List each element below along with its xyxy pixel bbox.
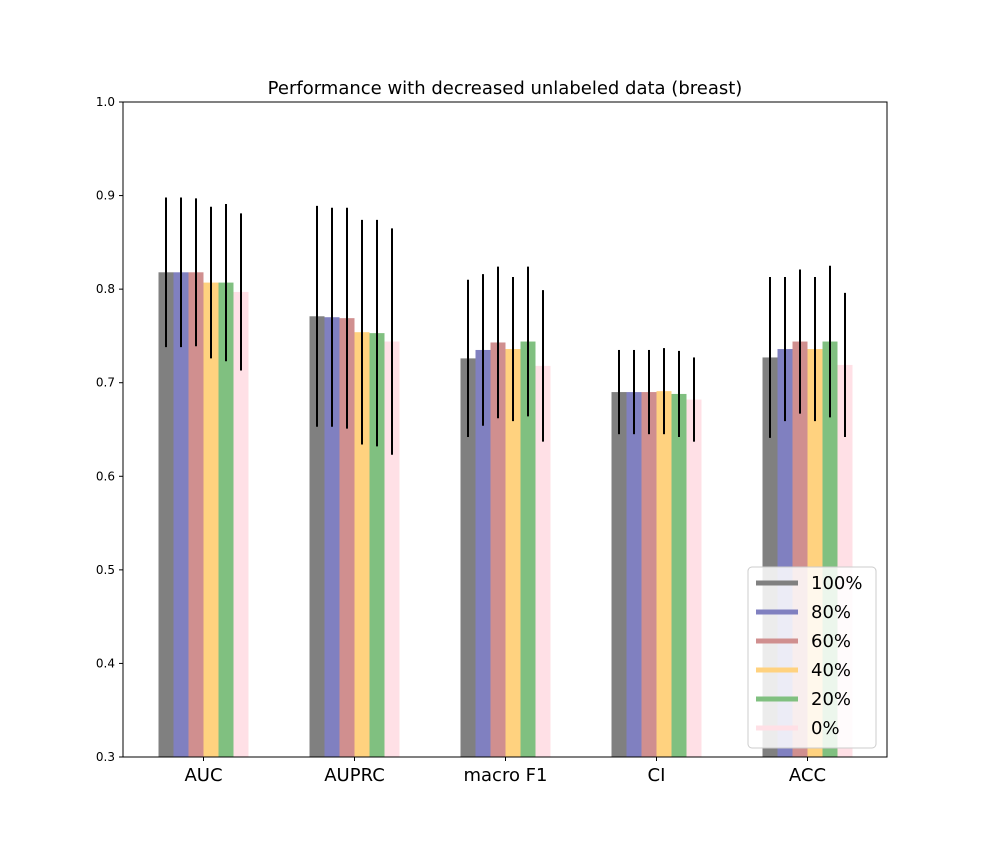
bar [233,291,249,757]
y-tick-label: 1.0 [96,95,115,109]
y-tick-label: 0.9 [96,189,115,203]
bar [460,358,476,757]
y-tick-label: 0.4 [96,656,115,670]
bar [656,391,672,757]
bar [188,272,204,757]
bar [671,393,687,757]
x-axis: AUC AUPRC macro F1 CI ACC [184,757,826,786]
bar [339,318,355,757]
error-bars-group [165,197,846,455]
bar [626,392,642,757]
y-tick-label: 0.3 [96,750,115,764]
bar [309,316,325,757]
legend: 100% 80% 60% 40% 20% 0% [747,566,877,749]
x-tick-label: AUC [184,765,222,786]
legend-label: 20% [811,689,851,710]
bar [173,272,189,757]
y-tick-label: 0.8 [96,282,115,296]
x-tick-label: ACC [789,765,826,786]
bar [324,317,340,757]
legend-label: 0% [811,718,840,739]
legend-label: 100% [811,573,862,594]
bar [354,332,370,757]
y-tick-label: 0.6 [96,469,115,483]
bar [520,341,536,757]
legend-label: 60% [811,631,851,652]
bar [369,333,385,757]
bar [158,272,174,757]
bar [505,349,521,757]
bar [641,392,657,757]
legend-label: 40% [811,660,851,681]
bar [203,282,219,757]
x-tick-label: macro F1 [463,765,547,786]
bar [218,282,234,757]
bar [384,341,400,757]
chart-title: Performance with decreased unlabeled dat… [268,78,743,99]
bar [535,365,551,757]
y-axis: 0.3 0.4 0.5 0.6 0.7 0.8 0.9 1.0 [96,95,123,764]
bar [611,392,627,757]
bar [686,399,702,757]
y-tick-label: 0.5 [96,563,115,577]
bar [490,342,506,757]
x-tick-label: AUPRC [324,765,385,786]
x-tick-label: CI [648,765,666,786]
y-tick-label: 0.7 [96,376,115,390]
legend-label: 80% [811,602,851,623]
bar [475,349,491,757]
